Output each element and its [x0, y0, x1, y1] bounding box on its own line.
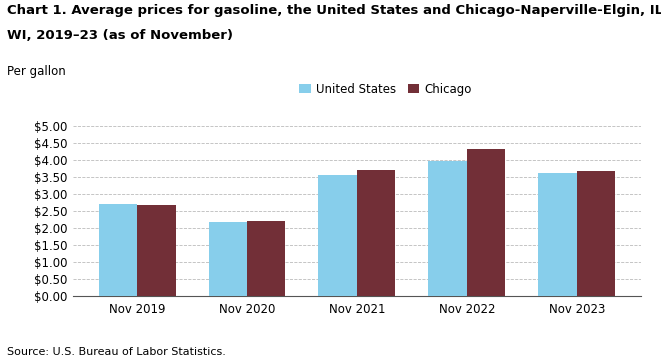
Bar: [137, 205, 176, 296]
Text: WI, 2019–23 (as of November): WI, 2019–23 (as of November): [7, 29, 233, 42]
Bar: [467, 149, 506, 296]
Bar: [247, 221, 286, 296]
Text: Source: U.S. Bureau of Labor Statistics.: Source: U.S. Bureau of Labor Statistics.: [7, 347, 225, 357]
Bar: [577, 171, 615, 296]
Bar: [208, 222, 247, 296]
Text: Per gallon: Per gallon: [7, 65, 65, 78]
Bar: [428, 161, 467, 296]
Text: Chart 1. Average prices for gasoline, the United States and Chicago-Naperville-E: Chart 1. Average prices for gasoline, th…: [7, 4, 661, 17]
Bar: [357, 170, 395, 296]
Bar: [98, 204, 137, 296]
Bar: [319, 175, 357, 296]
Bar: [538, 173, 577, 296]
Legend: United States, Chicago: United States, Chicago: [294, 78, 477, 100]
